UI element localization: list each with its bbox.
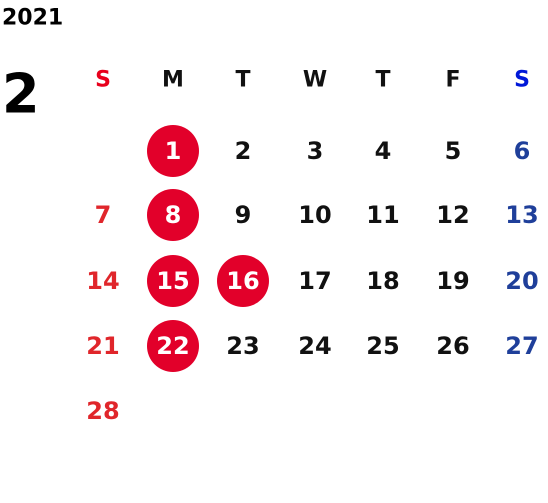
- day-number: 9: [235, 201, 252, 229]
- year: 2021: [2, 6, 63, 31]
- weekday-label: S: [95, 68, 111, 93]
- weekday-label: F: [445, 68, 460, 93]
- day-number: 4: [375, 137, 392, 165]
- day-number: 23: [226, 332, 259, 360]
- day-number: 12: [436, 201, 469, 229]
- day-number: 10: [298, 201, 331, 229]
- day-highlight: [147, 125, 199, 177]
- weekday-label: W: [303, 68, 327, 93]
- day-number: 16: [226, 267, 259, 295]
- day-number: 27: [505, 332, 538, 360]
- day-number: 14: [86, 267, 119, 295]
- day-number: 28: [86, 397, 119, 425]
- day-number: 7: [95, 201, 112, 229]
- day-number: 26: [436, 332, 469, 360]
- weekday-label: T: [235, 68, 250, 93]
- day-number: 1: [165, 137, 182, 165]
- day-number: 25: [366, 332, 399, 360]
- day-number: 15: [156, 267, 189, 295]
- day-number: 17: [298, 267, 331, 295]
- day-number: 22: [156, 332, 189, 360]
- day-number: 13: [505, 201, 538, 229]
- day-number: 24: [298, 332, 331, 360]
- day-number: 5: [445, 137, 462, 165]
- day-highlight: [147, 255, 199, 307]
- day-highlight: [217, 255, 269, 307]
- weekday-label: S: [514, 68, 530, 93]
- month: 2: [2, 63, 40, 126]
- day-number: 2: [235, 137, 252, 165]
- day-number: 19: [436, 267, 469, 295]
- day-number: 8: [165, 201, 182, 229]
- weekday-label: M: [162, 68, 184, 93]
- day-number: 6: [514, 137, 531, 165]
- day-number: 21: [86, 332, 119, 360]
- day-number: 20: [505, 267, 538, 295]
- day-number: 3: [307, 137, 324, 165]
- weekday-label: T: [375, 68, 390, 93]
- day-number: 11: [366, 201, 399, 229]
- day-highlight: [147, 320, 199, 372]
- day-number: 18: [366, 267, 399, 295]
- day-highlight: [147, 189, 199, 241]
